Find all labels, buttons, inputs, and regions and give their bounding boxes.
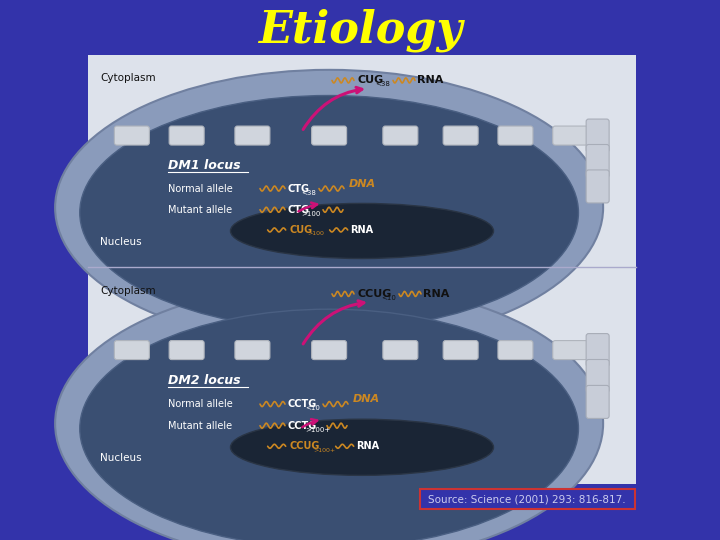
Text: Source: Science (2001) 293: 816-817.: Source: Science (2001) 293: 816-817. xyxy=(428,494,626,504)
FancyBboxPatch shape xyxy=(88,268,636,484)
Text: Etiology: Etiology xyxy=(258,8,462,52)
FancyBboxPatch shape xyxy=(420,489,635,509)
FancyBboxPatch shape xyxy=(586,119,609,152)
FancyBboxPatch shape xyxy=(114,341,149,360)
Ellipse shape xyxy=(80,309,578,540)
Text: <10: <10 xyxy=(305,405,320,411)
FancyBboxPatch shape xyxy=(312,126,346,145)
Text: CCUG: CCUG xyxy=(357,289,392,299)
Text: Normal allele: Normal allele xyxy=(168,399,233,409)
FancyBboxPatch shape xyxy=(383,341,418,360)
Text: CCUG: CCUG xyxy=(289,441,320,451)
Text: CTG: CTG xyxy=(287,205,309,215)
Text: >100+: >100+ xyxy=(314,448,336,453)
Text: Nucleus: Nucleus xyxy=(100,237,142,247)
Ellipse shape xyxy=(230,204,493,259)
Text: CUG: CUG xyxy=(289,225,312,235)
Ellipse shape xyxy=(55,283,603,540)
FancyBboxPatch shape xyxy=(88,55,636,267)
Ellipse shape xyxy=(55,70,603,346)
Text: <38: <38 xyxy=(301,190,316,195)
Text: Mutant allele: Mutant allele xyxy=(168,421,232,431)
Text: CUG: CUG xyxy=(357,76,383,85)
Text: RNA: RNA xyxy=(356,441,379,451)
Text: RNA: RNA xyxy=(350,225,373,235)
FancyBboxPatch shape xyxy=(553,126,588,145)
Ellipse shape xyxy=(80,96,578,330)
FancyBboxPatch shape xyxy=(586,360,609,393)
Text: Nucleus: Nucleus xyxy=(100,453,142,463)
FancyBboxPatch shape xyxy=(498,341,533,360)
Text: >100: >100 xyxy=(307,232,325,237)
FancyBboxPatch shape xyxy=(235,341,270,360)
Text: CTG: CTG xyxy=(287,184,309,193)
Text: Mutant allele: Mutant allele xyxy=(168,205,232,215)
FancyBboxPatch shape xyxy=(443,341,478,360)
FancyBboxPatch shape xyxy=(586,386,609,418)
FancyBboxPatch shape xyxy=(443,126,478,145)
FancyBboxPatch shape xyxy=(586,170,609,203)
Ellipse shape xyxy=(230,419,493,475)
FancyBboxPatch shape xyxy=(114,126,149,145)
Text: <10: <10 xyxy=(381,295,396,301)
FancyBboxPatch shape xyxy=(586,145,609,178)
Text: >100: >100 xyxy=(301,211,320,217)
FancyBboxPatch shape xyxy=(498,126,533,145)
FancyBboxPatch shape xyxy=(169,341,204,360)
FancyBboxPatch shape xyxy=(312,341,346,360)
Text: >100+: >100+ xyxy=(305,427,330,433)
FancyBboxPatch shape xyxy=(586,334,609,367)
Text: <38: <38 xyxy=(375,82,390,87)
FancyBboxPatch shape xyxy=(235,126,270,145)
FancyBboxPatch shape xyxy=(553,341,588,360)
FancyBboxPatch shape xyxy=(88,55,636,267)
Text: DM2 locus: DM2 locus xyxy=(168,374,240,387)
Text: Normal allele: Normal allele xyxy=(168,184,233,193)
Text: Cytoplasm: Cytoplasm xyxy=(100,73,156,83)
Text: DNA: DNA xyxy=(349,179,376,188)
Text: DM1 locus: DM1 locus xyxy=(168,159,240,172)
Text: RNA: RNA xyxy=(423,289,449,299)
Text: DNA: DNA xyxy=(353,394,380,404)
FancyBboxPatch shape xyxy=(88,268,636,484)
FancyBboxPatch shape xyxy=(169,126,204,145)
Text: RNA: RNA xyxy=(417,76,444,85)
Text: Cytoplasm: Cytoplasm xyxy=(100,286,156,296)
FancyBboxPatch shape xyxy=(383,126,418,145)
Text: CCTG: CCTG xyxy=(287,421,316,431)
Text: CCTG: CCTG xyxy=(287,399,316,409)
